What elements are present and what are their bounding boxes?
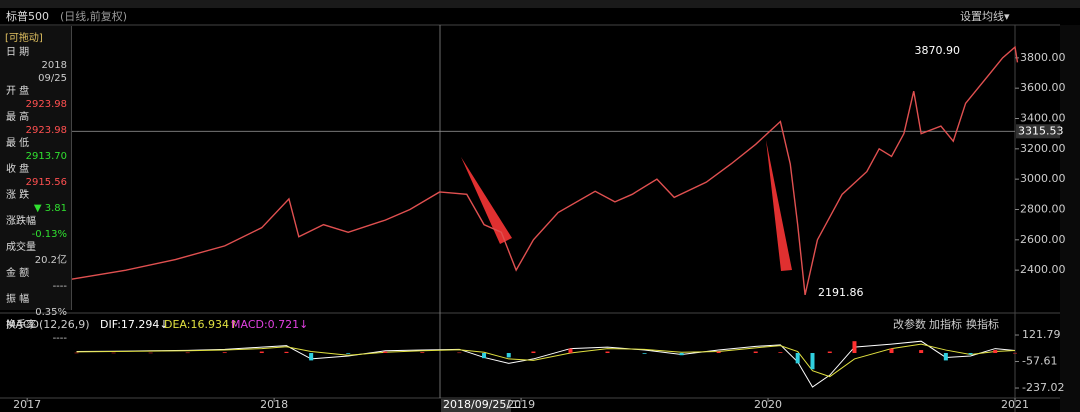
macd-bar <box>753 351 758 354</box>
y-tick-label: 121.79 <box>1022 328 1061 341</box>
macd-bar <box>993 350 998 354</box>
field-label: 日 期 <box>6 47 30 58</box>
macd-line <box>76 340 1016 388</box>
dif-label: DIF:17.294↓ <box>100 318 169 331</box>
macd-bar <box>810 353 815 370</box>
macd-bar <box>222 352 227 354</box>
drag-hint: [可拖动] <box>5 33 43 44</box>
macd-bar <box>968 353 973 355</box>
y-tick-label: -57.61 <box>1022 355 1057 368</box>
macd-bar <box>778 352 783 354</box>
macd-bar <box>111 352 116 354</box>
y-tick-label: 3400.00 <box>1020 112 1066 125</box>
field-value: ---- <box>52 333 67 344</box>
field-label: 开 盘 <box>6 86 30 97</box>
field-value: -0.13% <box>31 229 67 240</box>
field-label: 涨 跌 <box>6 190 30 201</box>
ma-settings[interactable]: 设置均线▾ <box>960 9 1010 23</box>
min-label: 2191.86 <box>818 286 864 299</box>
macd-bar <box>679 353 684 356</box>
x-tick-label: 2020 <box>754 398 782 411</box>
macd-bar <box>284 351 289 354</box>
macd-bar <box>919 350 924 354</box>
y-tick-label: 3200.00 <box>1020 142 1066 155</box>
y-tick-label: 2600.00 <box>1020 233 1066 246</box>
macd-label: MACD:0.721↓ <box>231 318 308 331</box>
crosshair-date-box <box>441 399 511 412</box>
macd-bar <box>1013 352 1017 354</box>
macd-bar <box>482 353 487 359</box>
field-value: 2923.98 <box>25 125 67 136</box>
macd-bar <box>605 351 610 354</box>
field-value: 0.35% <box>35 307 67 318</box>
y-tick-label: 2400.00 <box>1020 263 1066 276</box>
side-strip <box>1060 25 1080 412</box>
field-value: ▼ 3.81 <box>33 203 67 214</box>
macd-bar <box>827 351 832 354</box>
price-line <box>71 45 1019 296</box>
macd-bar <box>383 351 388 354</box>
macd-bar <box>531 351 536 354</box>
macd-bar <box>309 353 314 361</box>
dea-label: DEA:16.934↑ <box>164 318 238 331</box>
field-value: 2018 09/25 <box>38 60 67 84</box>
crosshair-date: 2018/09/25/二 <box>443 398 521 411</box>
y-tick-label: 2800.00 <box>1020 202 1066 215</box>
field-label: 收 盘 <box>6 164 30 175</box>
macd-line <box>76 343 1016 378</box>
x-tick-label: 2018 <box>260 398 288 411</box>
field-label: 成交量 <box>6 242 36 253</box>
macd-bar <box>852 341 857 354</box>
chart-mode: (日线,前复权) <box>60 9 127 23</box>
macd-bar <box>506 353 511 358</box>
macd-bar <box>457 352 462 354</box>
field-label: 最 低 <box>6 138 30 149</box>
macd-bar <box>943 353 948 361</box>
x-tick-label: 2019 <box>507 398 535 411</box>
macd-bar <box>148 352 153 354</box>
macd-bar <box>716 351 721 354</box>
button[interactable]: 改参数 <box>893 317 926 331</box>
macd-bar <box>259 351 264 354</box>
field-label: 涨跌幅 <box>6 216 36 227</box>
crosshair-value: 3315.53 <box>1018 124 1064 137</box>
tab-bar <box>0 0 1080 8</box>
field-value: 2913.70 <box>25 151 67 162</box>
macd-bar <box>420 352 425 354</box>
field-value: 20.2亿 <box>34 255 67 266</box>
y-tick-label: 3000.00 <box>1020 172 1066 185</box>
info-panel[interactable]: [可拖动] 日 期 2018 09/25 开 盘 2923.98 最 高 2923.98 最 … <box>0 26 72 344</box>
crosshair-value-box <box>1016 124 1060 139</box>
field-label: 振 幅 <box>6 294 30 305</box>
field-value: 2923.98 <box>25 99 67 110</box>
button[interactable]: 加指标 <box>929 317 962 331</box>
field-label: 金 额 <box>6 268 30 279</box>
max-label: 3870.90 <box>915 44 961 57</box>
arrow <box>461 157 512 244</box>
arrow <box>766 140 792 271</box>
macd-bar <box>185 352 190 354</box>
instrument-name: 标普500 <box>6 9 49 23</box>
field-value: 2915.56 <box>25 177 67 188</box>
macd-bar <box>889 348 894 354</box>
macd-bar <box>346 353 351 354</box>
y-tick-label: 3600.00 <box>1020 81 1066 94</box>
x-tick-label: 2021 <box>1001 398 1029 411</box>
button[interactable]: 换指标 <box>966 317 999 331</box>
field-label: 换手率 <box>6 320 36 331</box>
macd-bar <box>74 352 79 354</box>
field-label: 最 高 <box>6 112 30 123</box>
macd-name: MACD(12,26,9) <box>6 318 90 331</box>
macd-bar <box>795 353 800 364</box>
y-tick-label: -237.02 <box>1022 381 1064 394</box>
x-tick-label: 2017 <box>13 398 41 411</box>
field-value: ---- <box>52 281 67 292</box>
y-tick-label: 3800.00 <box>1020 51 1066 64</box>
macd-bar <box>568 348 573 354</box>
macd-bar <box>642 353 647 354</box>
